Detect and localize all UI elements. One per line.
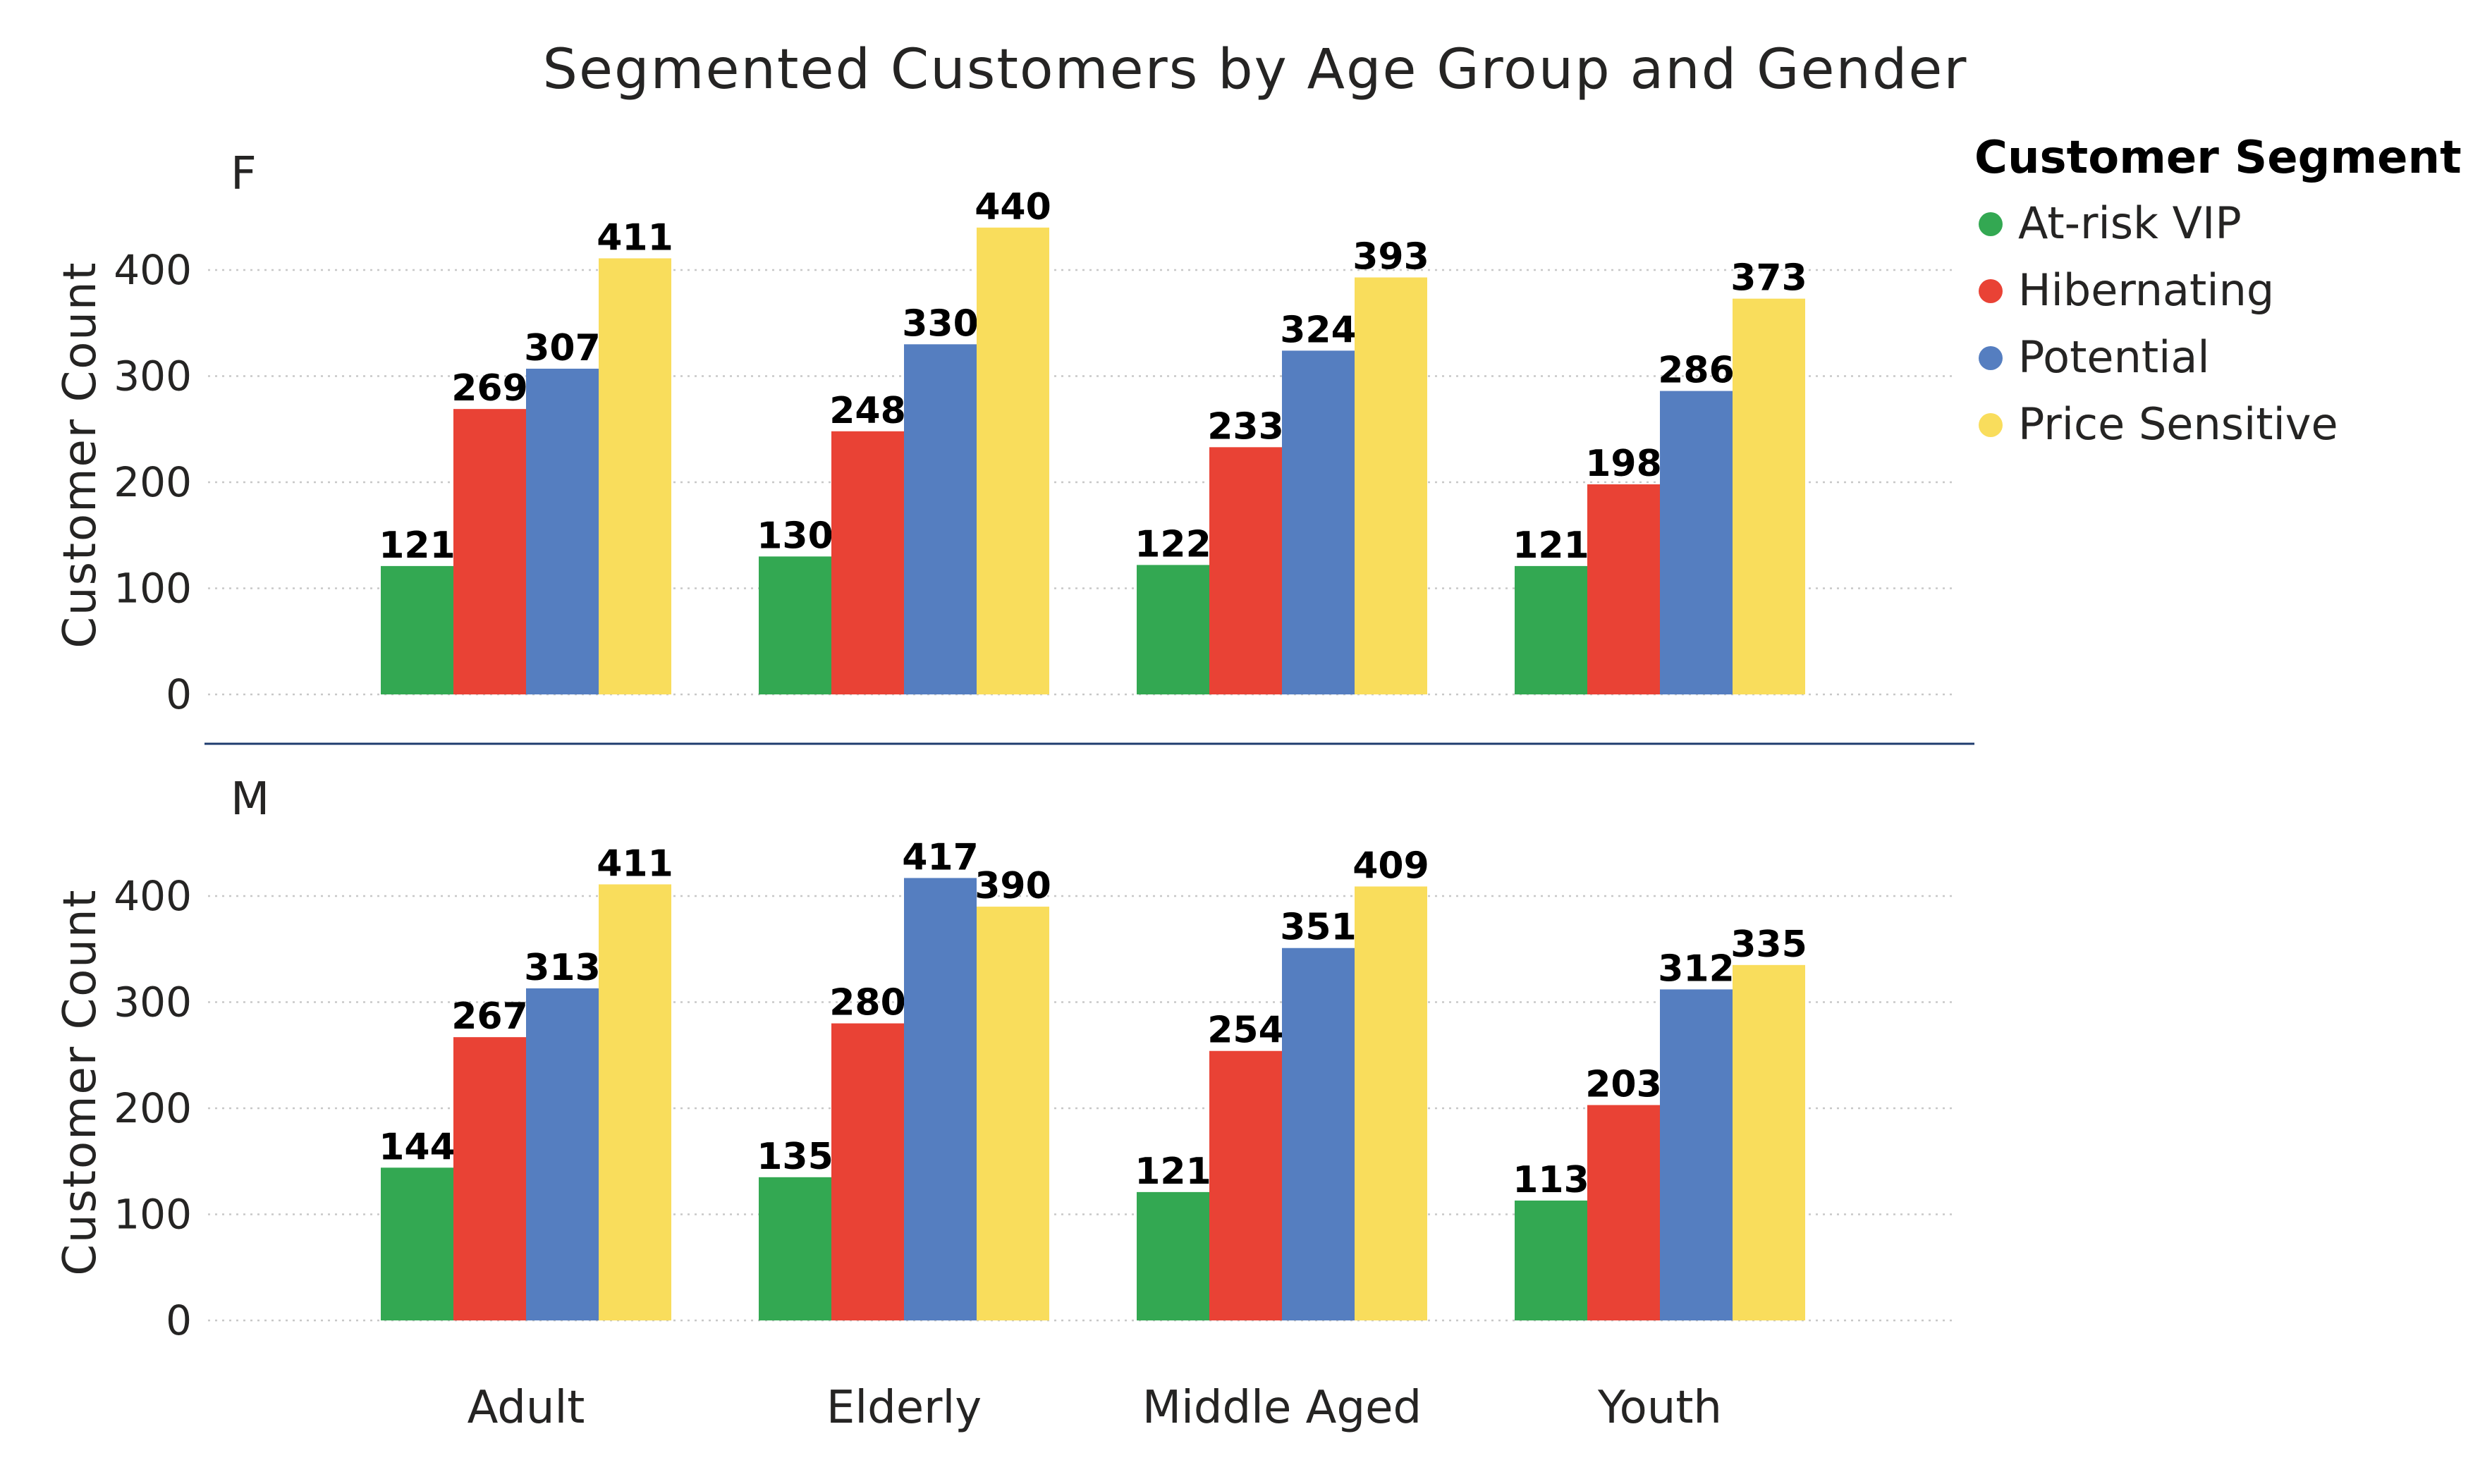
- legend-item: Price Sensitive: [2018, 398, 2338, 450]
- bar-hibernating-elderly: [831, 431, 904, 694]
- bar-price-sensitive-youth: [1733, 964, 1805, 1320]
- data-label: 233: [1207, 405, 1284, 448]
- y-tick-label: 300: [114, 979, 192, 1026]
- data-label: 351: [1280, 907, 1357, 949]
- x-category-label: Adult: [468, 1382, 585, 1434]
- x-category-label: Middle Aged: [1142, 1382, 1422, 1434]
- bar-potential-middle-aged: [1282, 948, 1355, 1320]
- y-tick-label: 100: [114, 565, 192, 613]
- bar-price-sensitive-middle-aged: [1355, 277, 1427, 694]
- bar-price-sensitive-adult: [599, 884, 671, 1320]
- data-label: 280: [829, 982, 906, 1024]
- bar-potential-youth: [1660, 989, 1733, 1320]
- x-category-label: Elderly: [826, 1382, 982, 1434]
- data-label: 121: [1513, 525, 1589, 567]
- data-label: 135: [757, 1136, 833, 1178]
- data-label: 130: [757, 515, 833, 557]
- legend-marker: [1979, 212, 2003, 236]
- data-label: 411: [597, 216, 673, 259]
- bar-potential-adult: [526, 988, 599, 1320]
- data-label: 121: [1135, 1151, 1211, 1193]
- bar-at-risk-vip-adult: [381, 565, 453, 694]
- data-label: 330: [902, 302, 979, 345]
- legend-marker: [1979, 413, 2003, 437]
- data-label: 411: [597, 842, 673, 885]
- data-label: 390: [975, 865, 1051, 907]
- legend-item: Hibernating: [2018, 264, 2274, 316]
- data-label: 286: [1658, 350, 1735, 392]
- bar-at-risk-vip-youth: [1515, 1200, 1587, 1320]
- y-axis-label: Customer Count: [54, 261, 106, 648]
- bar-potential-elderly: [904, 878, 977, 1320]
- data-label: 313: [524, 947, 601, 989]
- bar-at-risk-vip-middle-aged: [1137, 565, 1209, 694]
- y-tick-label: 400: [114, 246, 192, 294]
- data-label: 409: [1352, 845, 1429, 887]
- data-label: 440: [975, 186, 1051, 228]
- data-label: 417: [902, 836, 979, 878]
- bar-potential-elderly: [904, 344, 977, 694]
- data-label: 335: [1730, 924, 1807, 966]
- y-tick-label: 400: [114, 872, 192, 920]
- bar-potential-adult: [526, 368, 599, 694]
- data-label: 254: [1207, 1010, 1284, 1052]
- bar-hibernating-youth: [1587, 484, 1660, 694]
- data-label: 144: [379, 1126, 456, 1168]
- y-tick-label: 200: [114, 458, 192, 506]
- legend-item: At-risk VIP: [2018, 197, 2242, 249]
- data-label: 373: [1730, 257, 1807, 300]
- legend-marker: [1979, 279, 2003, 303]
- data-label: 269: [451, 367, 528, 410]
- facet-panel-m: M Customer Count 0 100 200 300 400 144 267 313 411…: [54, 773, 1957, 1344]
- facet-label: M: [231, 773, 269, 826]
- legend-marker: [1979, 346, 2003, 370]
- data-label: 121: [379, 525, 456, 567]
- bar-potential-middle-aged: [1282, 350, 1355, 694]
- bar-at-risk-vip-youth: [1515, 565, 1587, 694]
- data-label: 312: [1658, 948, 1735, 990]
- data-label: 248: [829, 390, 906, 432]
- bar-price-sensitive-youth: [1733, 298, 1805, 694]
- data-label: 267: [451, 995, 528, 1038]
- bar-hibernating-elderly: [831, 1023, 904, 1320]
- legend-title: Customer Segment: [1974, 132, 2462, 184]
- legend: Customer Segment At-risk VIP Hibernating P…: [1974, 132, 2462, 450]
- bar-price-sensitive-adult: [599, 258, 671, 694]
- bar-at-risk-vip-elderly: [759, 1177, 831, 1320]
- x-category-label: Youth: [1597, 1382, 1722, 1434]
- y-tick-label: 0: [166, 1296, 192, 1344]
- bar-at-risk-vip-middle-aged: [1137, 1191, 1209, 1320]
- bar-price-sensitive-elderly: [977, 907, 1049, 1320]
- bar-price-sensitive-middle-aged: [1355, 886, 1427, 1320]
- bar-potential-youth: [1660, 391, 1733, 694]
- y-tick-label: 100: [114, 1191, 192, 1239]
- bar-price-sensitive-elderly: [977, 227, 1049, 694]
- chart-title: Segmented Customers by Age Group and Gen…: [543, 38, 1968, 102]
- data-label: 393: [1352, 236, 1429, 278]
- data-label: 198: [1585, 443, 1662, 485]
- bar-hibernating-adult: [453, 409, 526, 694]
- legend-item: Potential: [2018, 331, 2210, 383]
- data-label: 113: [1513, 1159, 1589, 1201]
- bar-at-risk-vip-elderly: [759, 556, 831, 694]
- y-axis-label: Customer Count: [54, 888, 106, 1275]
- data-label: 122: [1135, 523, 1211, 565]
- bar-hibernating-middle-aged: [1209, 447, 1282, 694]
- data-label: 203: [1585, 1063, 1662, 1105]
- bar-at-risk-vip-adult: [381, 1167, 453, 1320]
- y-tick-label: 0: [166, 670, 192, 718]
- facet-label: F: [231, 148, 257, 200]
- data-label: 307: [524, 327, 601, 369]
- y-tick-label: 200: [114, 1084, 192, 1132]
- data-label: 324: [1280, 309, 1357, 351]
- bar-hibernating-youth: [1587, 1105, 1660, 1320]
- bar-hibernating-adult: [453, 1037, 526, 1320]
- bar-hibernating-middle-aged: [1209, 1050, 1282, 1320]
- y-tick-label: 300: [114, 352, 192, 400]
